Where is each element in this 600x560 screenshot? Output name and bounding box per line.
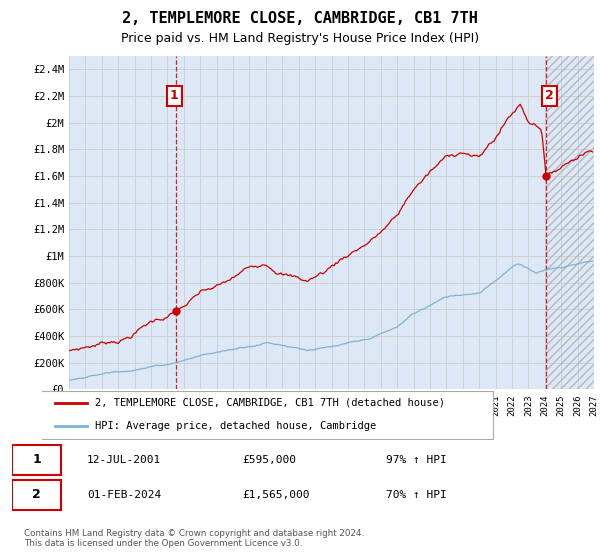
Text: 2, TEMPLEMORE CLOSE, CAMBRIDGE, CB1 7TH: 2, TEMPLEMORE CLOSE, CAMBRIDGE, CB1 7TH: [122, 11, 478, 26]
Text: 2: 2: [545, 90, 554, 102]
Bar: [547, 56, 594, 389]
Bar: [547, 56, 594, 389]
FancyBboxPatch shape: [40, 391, 493, 438]
Text: 12-JUL-2001: 12-JUL-2001: [87, 455, 161, 465]
Text: 01-FEB-2024: 01-FEB-2024: [87, 489, 161, 500]
Text: 1: 1: [170, 90, 178, 102]
Text: £1,565,000: £1,565,000: [242, 489, 310, 500]
Text: 1: 1: [32, 453, 41, 466]
FancyBboxPatch shape: [12, 480, 61, 510]
Text: £595,000: £595,000: [242, 455, 296, 465]
Text: 2: 2: [32, 488, 41, 501]
Text: 2, TEMPLEMORE CLOSE, CAMBRIDGE, CB1 7TH (detached house): 2, TEMPLEMORE CLOSE, CAMBRIDGE, CB1 7TH …: [95, 398, 445, 408]
Text: Price paid vs. HM Land Registry's House Price Index (HPI): Price paid vs. HM Land Registry's House …: [121, 32, 479, 45]
FancyBboxPatch shape: [12, 445, 61, 475]
Text: 70% ↑ HPI: 70% ↑ HPI: [386, 489, 447, 500]
Text: 97% ↑ HPI: 97% ↑ HPI: [386, 455, 447, 465]
Text: Contains HM Land Registry data © Crown copyright and database right 2024.
This d: Contains HM Land Registry data © Crown c…: [23, 529, 364, 548]
Text: HPI: Average price, detached house, Cambridge: HPI: Average price, detached house, Camb…: [95, 421, 376, 431]
